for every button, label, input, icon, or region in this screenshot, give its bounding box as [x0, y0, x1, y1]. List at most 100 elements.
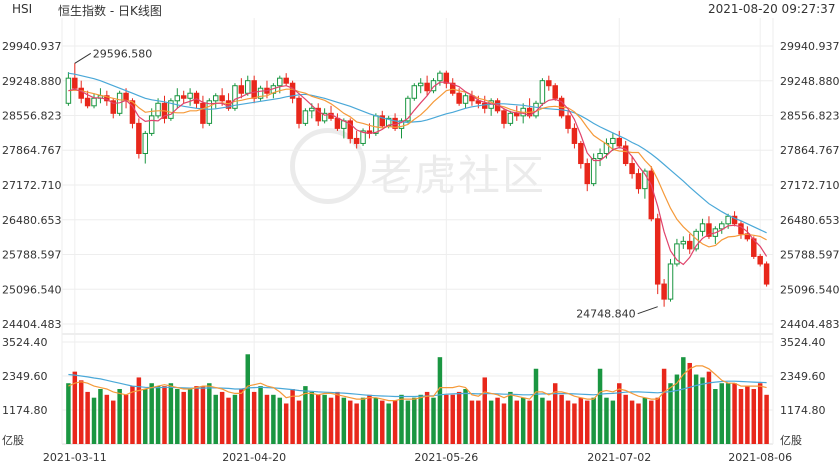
volume-bar-up — [207, 383, 212, 444]
candle-down — [546, 80, 552, 87]
volume-bar-down — [456, 391, 462, 444]
volume-bar-down — [296, 400, 302, 444]
volume-bar-up — [533, 368, 539, 444]
candle-down — [219, 95, 225, 102]
volume-bar-down — [572, 403, 577, 444]
volume-bar-up — [719, 383, 724, 444]
candle-down — [706, 223, 712, 237]
volume-bar-up — [168, 383, 174, 444]
high-annotation-label: 29596.580 — [93, 47, 153, 60]
candle-down — [443, 72, 450, 84]
candle-down — [296, 97, 302, 124]
price-tick-left: 25788.597 — [2, 248, 62, 261]
candle-down — [424, 82, 430, 92]
volume-bar-down — [482, 377, 487, 444]
volume-bar-up — [360, 397, 366, 444]
volume-bar-down — [687, 362, 692, 444]
candle-down — [347, 120, 353, 139]
candle-down — [757, 255, 763, 265]
candle-up — [155, 102, 161, 117]
volume-bar-down — [617, 383, 622, 444]
volume-bar-up — [149, 383, 154, 444]
candle-up — [667, 263, 674, 300]
candle-up — [398, 120, 405, 129]
candle-down — [78, 87, 84, 99]
x-tick-label: 2021-04-20 — [222, 451, 286, 464]
volume-bar-up — [155, 386, 161, 444]
volume-bar-down — [738, 389, 744, 444]
candle-down — [571, 127, 578, 144]
volume-bar-down — [527, 400, 532, 444]
volume-bar-down — [546, 400, 552, 444]
volume-bar-down — [751, 389, 757, 444]
candle-up — [507, 112, 514, 124]
volume-bar-down — [661, 368, 667, 444]
candle-down — [238, 85, 245, 94]
volume-bar-down — [367, 394, 372, 444]
candle-down — [315, 107, 321, 122]
price-tick-left: 27172.710 — [2, 179, 62, 192]
volume-tick-left: 3524.40 — [2, 336, 48, 349]
volume-bar-down — [757, 383, 763, 444]
volume-bar-up — [693, 374, 699, 444]
candle-down — [379, 115, 386, 127]
candle-up — [302, 110, 309, 124]
volume-bar-up — [412, 397, 417, 444]
volume-bar-down — [495, 397, 500, 444]
volume-ma-short-line — [68, 365, 767, 402]
ma20-line — [68, 72, 767, 234]
volume-bar-up — [405, 400, 411, 444]
volume-bar-up — [175, 389, 180, 444]
volume-bar-down — [514, 400, 520, 444]
price-tick-left: 28556.823 — [2, 110, 62, 123]
x-tick-label: 2021-03-11 — [43, 451, 107, 464]
candle-up — [417, 82, 424, 87]
volume-bar-up — [322, 394, 327, 444]
volume-bar-up — [245, 354, 250, 444]
volume-bar-up — [341, 397, 347, 444]
candle-down — [501, 110, 507, 124]
volume-bar-down — [72, 371, 78, 444]
volume-bar-down — [226, 397, 231, 444]
volume-bar-up — [303, 386, 308, 444]
volume-bar-up — [258, 386, 263, 444]
volume-bar-down — [565, 400, 571, 444]
candle-up — [674, 243, 680, 265]
volume-bar-down — [424, 391, 430, 444]
volume-bar-up — [399, 394, 404, 444]
volume-bar-up — [674, 374, 680, 444]
volume-bar-down — [380, 400, 385, 444]
volume-bar-down — [111, 400, 116, 444]
volume-bar-up — [508, 391, 513, 444]
volume-bar-up — [520, 397, 526, 444]
candle-down — [180, 95, 187, 99]
volume-bar-up — [91, 397, 97, 444]
volume-bar-down — [392, 400, 398, 444]
chart-title: 恒生指数 - 日K线图 — [58, 4, 162, 18]
volume-bar-down — [181, 391, 186, 444]
volume-bar-up — [597, 368, 603, 444]
volume-bar-down — [123, 394, 129, 444]
candle-down — [731, 215, 738, 225]
candle-down — [565, 115, 571, 129]
price-tick-right: 29248.880 — [780, 75, 840, 88]
candle-down — [334, 117, 341, 129]
volume-bar-down — [328, 397, 334, 444]
tiger-logo-icon — [290, 128, 366, 204]
volume-bar-down — [290, 389, 295, 444]
volume-bar-up — [700, 377, 705, 444]
volume-bar-up — [591, 397, 596, 444]
volume-bar-up — [232, 394, 238, 444]
price-tick-left: 26480.653 — [2, 214, 62, 227]
candle-down — [449, 82, 456, 94]
volume-bar-down — [559, 394, 564, 444]
volume-bar-up — [271, 394, 276, 444]
volume-unit-left: 亿股 — [2, 434, 24, 447]
price-tick-left: 29940.937 — [2, 40, 62, 53]
candle-up — [411, 85, 418, 99]
candle-down — [514, 112, 520, 117]
volume-bar-up — [668, 383, 673, 444]
volume-bar-up — [488, 400, 494, 444]
